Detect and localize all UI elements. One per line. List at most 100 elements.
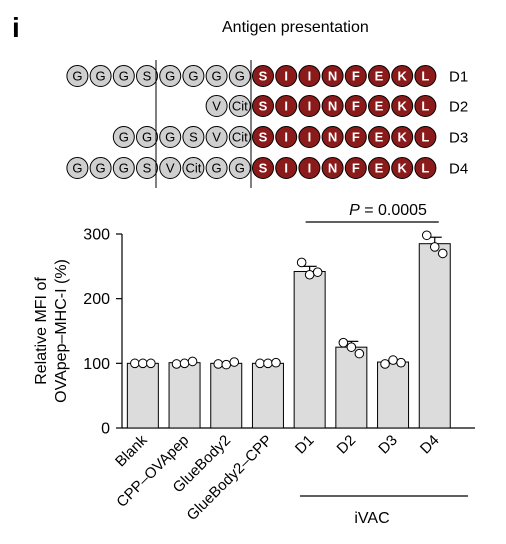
linker-bead: Cit (182, 157, 205, 179)
epitope-bead: E (368, 95, 390, 117)
epitope-residue: L (421, 99, 429, 114)
epitope-bead: I (298, 126, 321, 148)
linker-bead: G (159, 65, 182, 87)
linker-residue: V (212, 99, 221, 114)
data-point (229, 357, 240, 367)
significance-value: = 0.0005 (360, 202, 427, 219)
y-tick-label: 100 (83, 356, 110, 373)
y-tick-label: 0 (101, 421, 110, 438)
epitope-bead: I (275, 65, 298, 87)
data-point (354, 348, 365, 359)
data-point (380, 359, 390, 369)
bar (210, 362, 243, 429)
linker-bead: G (89, 65, 112, 87)
linker-residue: G (235, 69, 245, 84)
epitope-bead: L (414, 95, 437, 117)
linker-bead: S (182, 126, 205, 148)
linker-bead: Cit (228, 126, 251, 148)
epitope-bead: I (298, 157, 321, 179)
linker-bead: G (228, 65, 251, 87)
construct-label: D3 (449, 130, 468, 147)
epitope-bead: F (344, 95, 367, 117)
linker-residue: S (143, 161, 152, 176)
epitope-residue: S (259, 69, 268, 84)
epitope-bead: I (275, 157, 298, 179)
epitope-bead: L (414, 157, 437, 179)
epitope-bead: F (344, 157, 367, 179)
header-title: Antigen presentation (222, 19, 369, 36)
epitope-bead: F (344, 126, 367, 148)
linker-bead: G (136, 126, 158, 148)
epitope-residue: I (284, 99, 288, 114)
linker-bead: Cit (228, 95, 251, 117)
epitope-bead: K (391, 65, 414, 87)
epitope-residue: F (352, 99, 360, 114)
bar (126, 362, 159, 429)
linker-residue: S (189, 130, 198, 145)
data-point (296, 257, 307, 268)
linker-residue: G (72, 69, 82, 84)
data-point (263, 358, 273, 369)
epitope-residue: I (284, 161, 288, 176)
x-tick-label: D2 (334, 432, 360, 458)
epitope-residue: E (375, 161, 384, 176)
data-point (271, 357, 281, 368)
linker-bead: G (89, 157, 112, 179)
data-point (179, 358, 190, 369)
data-point (388, 355, 398, 365)
significance-label: P = 0.0005 (349, 202, 427, 219)
epitope-bead: I (298, 95, 321, 117)
data-point (146, 358, 156, 369)
bar (377, 361, 410, 429)
significance-p: P (349, 202, 360, 219)
epitope-residue: F (352, 130, 360, 145)
epitope-bead: N (321, 157, 344, 179)
epitope-bead: S (252, 65, 274, 87)
y-axis-label-line2: OVApep–MHC-I (%) (53, 259, 70, 403)
epitope-bead: S (252, 157, 274, 179)
construct-row-d2: V Cit S I I N F E K L D2 (205, 95, 468, 117)
linker-residue: G (72, 161, 82, 176)
data-point (304, 269, 315, 280)
epitope-bead: N (321, 95, 344, 117)
x-tick-label: D1 (292, 432, 318, 458)
linker-residue: G (212, 69, 222, 84)
epitope-residue: E (375, 99, 384, 114)
epitope-bead: S (252, 95, 274, 117)
epitope-residue: L (421, 130, 429, 145)
construct-label: D1 (449, 69, 468, 86)
epitope-residue: S (259, 161, 268, 176)
epitope-bead: E (368, 65, 390, 87)
linker-residue: G (188, 69, 198, 84)
data-point (312, 267, 323, 277)
linker-bead: G (112, 126, 135, 148)
epitope-bead: K (391, 95, 414, 117)
construct-row-d1: G G G S G G G G S I I N F E K L D1 (66, 65, 468, 87)
data-point (396, 357, 406, 368)
linker-residue: V (212, 130, 221, 145)
linker-bead: V (205, 126, 228, 148)
data-point (437, 248, 448, 259)
epitope-residue: I (308, 130, 312, 145)
construct-label: D2 (449, 99, 468, 116)
linker-bead: G (112, 157, 135, 179)
linker-bead: G (159, 126, 182, 148)
linker-bead: S (136, 65, 158, 87)
epitope-bead: L (414, 126, 437, 148)
epitope-residue: S (259, 130, 268, 145)
epitope-bead: N (321, 126, 344, 148)
data-point (138, 358, 148, 369)
epitope-residue: N (328, 99, 337, 114)
epitope-residue: S (259, 99, 268, 114)
bar-chart: Relative MFI of OVApep–MHC-I (%) P = 0.0… (33, 202, 475, 527)
epitope-residue: I (308, 161, 312, 176)
construct-row-d3: G G G S V Cit S I I N F E K L D3 (112, 126, 468, 148)
linker-bead: V (205, 95, 228, 117)
linker-residue: G (96, 161, 106, 176)
data-point (338, 337, 349, 348)
epitope-bead: F (344, 65, 367, 87)
y-tick-label: 200 (83, 291, 110, 308)
epitope-residue: N (328, 130, 337, 145)
bar (293, 271, 326, 429)
epitope-residue: F (352, 69, 360, 84)
